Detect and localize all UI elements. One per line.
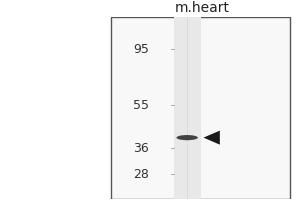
Polygon shape [203, 131, 220, 145]
Ellipse shape [176, 135, 198, 140]
Bar [174, 17, 200, 199]
Text: 95: 95 [133, 43, 148, 56]
Text: 28: 28 [133, 168, 148, 181]
Text: 36: 36 [133, 142, 148, 155]
Text: m.heart: m.heart [175, 1, 230, 15]
Bar [111, 17, 290, 199]
Text: 55: 55 [133, 99, 149, 112]
